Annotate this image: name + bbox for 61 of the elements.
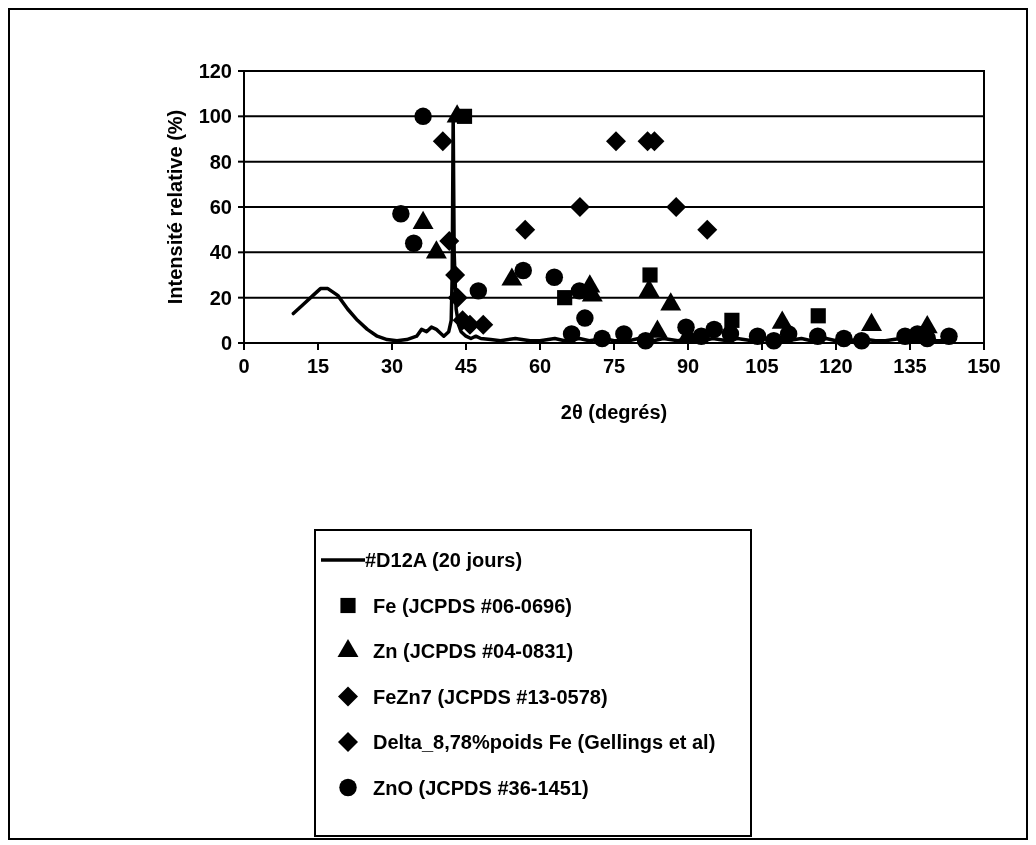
point <box>404 234 423 252</box>
point <box>666 197 687 217</box>
x-tick-label: 30 <box>380 355 404 377</box>
point <box>557 290 573 306</box>
point <box>692 327 711 345</box>
point <box>835 329 853 348</box>
legend-label: Delta_8,78%poids Fe (Gellings et al) <box>373 731 716 753</box>
y-tick-label: 20 <box>209 286 232 309</box>
x-axis-title: 2θ (degrés) <box>560 401 668 423</box>
point <box>697 219 718 240</box>
point <box>392 205 410 223</box>
x-tick-label: 75 <box>602 355 626 377</box>
point <box>514 261 532 280</box>
y-tick-label: 40 <box>209 241 232 264</box>
legend-label: ZnO (JCPDS #36-1451) <box>373 776 589 799</box>
point <box>570 282 589 300</box>
point <box>414 107 432 126</box>
y-tick-label: 0 <box>220 332 232 354</box>
x-tick-label: 150 <box>967 355 1001 377</box>
x-tick-label: 15 <box>306 355 330 377</box>
y-tick-label: 60 <box>209 196 232 218</box>
point <box>852 332 871 350</box>
point <box>469 282 488 300</box>
point <box>515 219 536 240</box>
y-tick-label: 100 <box>198 105 232 128</box>
x-tick-label: 60 <box>528 355 552 377</box>
point <box>636 332 655 350</box>
point <box>677 318 695 336</box>
point <box>940 327 958 345</box>
y-tick-label: 120 <box>198 60 232 82</box>
point <box>562 325 581 343</box>
point <box>593 329 611 348</box>
legend-label: Fe (JCPDS #06-0696) <box>373 594 572 617</box>
point <box>569 197 590 217</box>
x-tick-label: 90 <box>676 355 700 377</box>
point <box>439 231 460 251</box>
legend-label: Zn (JCPDS #04-0831) <box>373 640 574 662</box>
point <box>810 308 826 324</box>
point <box>779 325 798 343</box>
x-tick-label: 0 <box>238 355 250 377</box>
point <box>576 309 594 327</box>
y-tick-label: 80 <box>209 150 232 173</box>
point <box>748 327 767 345</box>
legend-label: #D12A (20 jours) <box>365 549 523 571</box>
point <box>642 267 658 283</box>
point <box>765 332 783 350</box>
point <box>447 287 468 308</box>
point <box>432 131 453 152</box>
point <box>605 131 626 152</box>
point <box>705 320 723 339</box>
point <box>809 327 827 345</box>
x-tick-label: 105 <box>745 355 779 377</box>
y-axis-title: Intensité relative (%) <box>164 109 186 305</box>
x-tick-label: 135 <box>893 355 927 377</box>
x-tick-label: 120 <box>819 355 853 377</box>
x-tick-label: 45 <box>454 355 478 377</box>
legend-label: FeZn7 (JCPDS #13-0578) <box>373 685 608 708</box>
point <box>721 325 740 343</box>
point <box>473 314 494 335</box>
point <box>445 265 466 285</box>
point <box>545 268 564 286</box>
